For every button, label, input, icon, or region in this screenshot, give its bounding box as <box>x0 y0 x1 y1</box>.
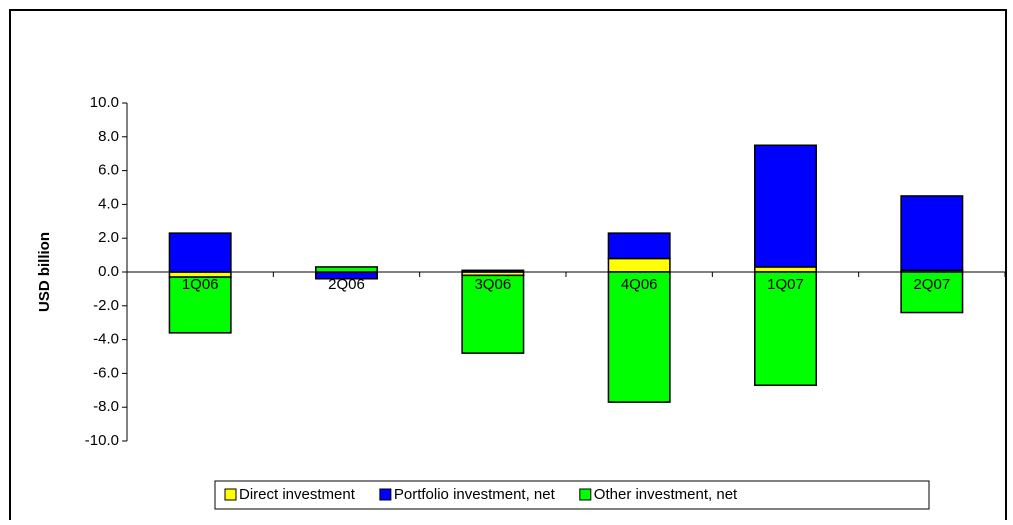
y-tick-label: -10.0 <box>85 432 119 449</box>
bar-segment <box>168 232 232 273</box>
y-tick-label: 4.0 <box>98 195 119 212</box>
bar-segment <box>461 274 525 354</box>
bar-segment <box>607 232 671 260</box>
chart-border <box>9 9 1007 525</box>
x-tick-label: 2Q06 <box>328 276 365 293</box>
bar-segment <box>900 195 964 272</box>
legend-label: Direct investment <box>239 486 356 503</box>
y-tick-label: -6.0 <box>93 364 119 381</box>
bar-segment <box>754 144 817 268</box>
bar-segment <box>168 276 232 334</box>
y-tick-label: 10.0 <box>90 94 119 111</box>
legend-label: Portfolio investment, net <box>394 486 556 503</box>
x-tick-label: 3Q06 <box>474 276 511 293</box>
bar-segment <box>607 257 671 273</box>
legend-swatch <box>379 488 392 501</box>
legend-swatch <box>224 488 237 501</box>
x-tick-label: 1Q06 <box>182 276 219 293</box>
y-tick-label: -4.0 <box>93 331 119 348</box>
legend-label: Other investment, net <box>594 486 738 503</box>
y-tick-label: 0.0 <box>98 263 119 280</box>
y-axis-label: USD billion <box>36 232 53 312</box>
y-tick-label: -2.0 <box>93 297 119 314</box>
legend-swatch <box>579 488 592 501</box>
bar-segment <box>461 269 525 273</box>
bar-segment <box>754 271 817 386</box>
x-tick-label: 4Q06 <box>621 276 658 293</box>
y-tick-label: 6.0 <box>98 162 119 179</box>
y-tick-label: 8.0 <box>98 128 119 145</box>
y-tick-label: -8.0 <box>93 398 119 415</box>
bar-segment <box>315 266 378 273</box>
x-tick-label: 1Q07 <box>767 276 804 293</box>
x-tick-label: 2Q07 <box>913 276 950 293</box>
bar-segment <box>900 271 964 314</box>
bar-segment <box>754 266 817 273</box>
y-tick-label: 2.0 <box>98 229 119 246</box>
legend-box <box>214 480 930 510</box>
bar-segment <box>607 271 671 403</box>
